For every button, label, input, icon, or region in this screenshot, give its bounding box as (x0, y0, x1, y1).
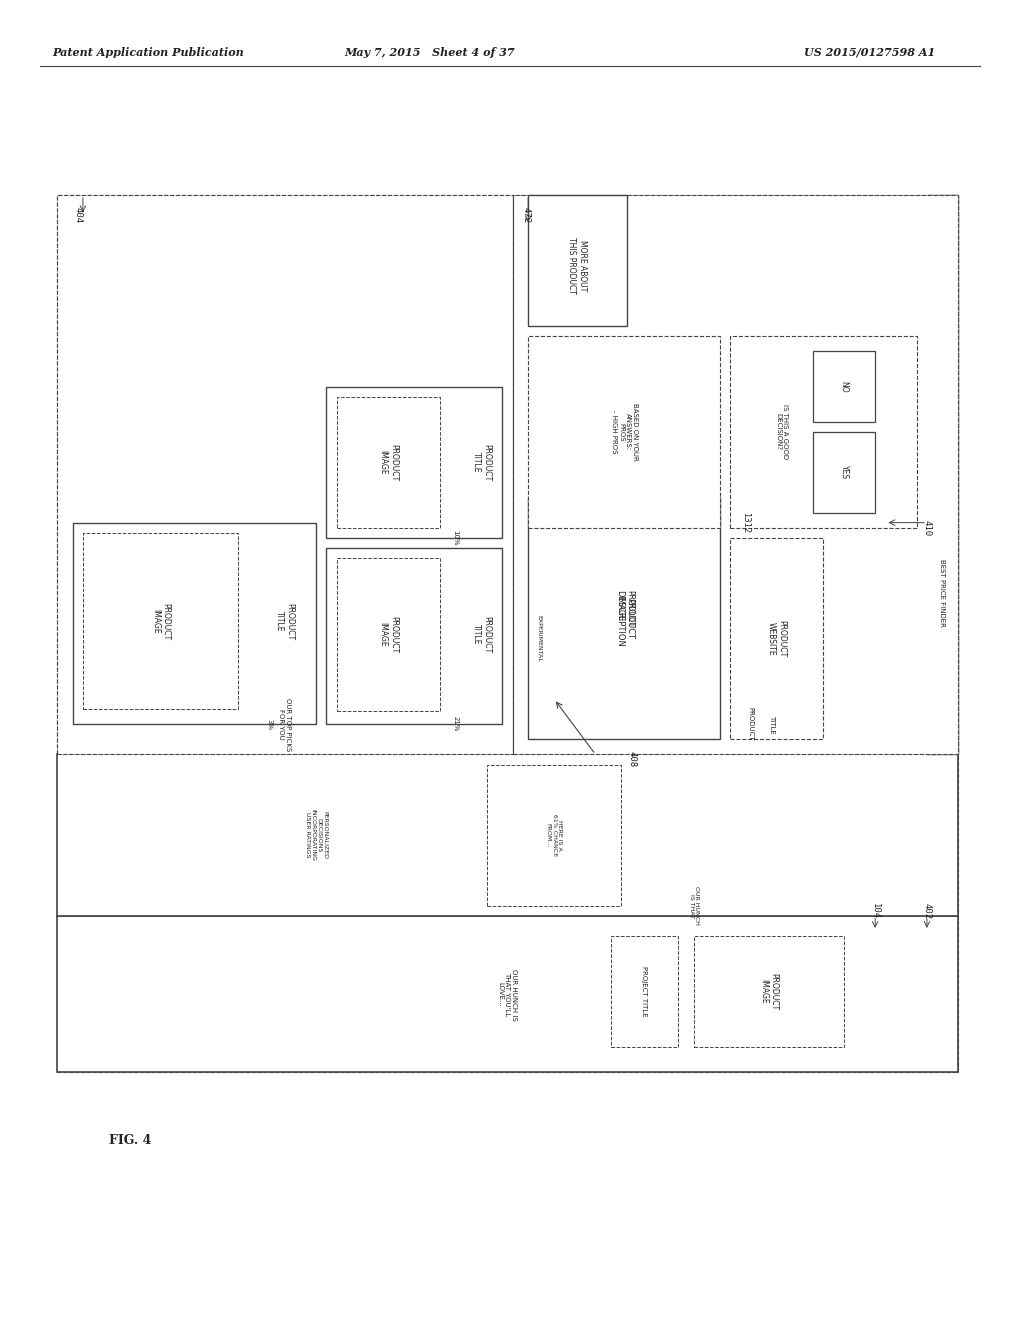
Bar (57, 195, 513, 755)
Text: 10%: 10% (452, 529, 459, 545)
Text: NO: NO (839, 380, 848, 392)
Text: 410: 410 (921, 520, 930, 536)
Bar (326, 548, 501, 725)
Text: OUR HUNCH IS
THAT YOU'LL
LOVE...: OUR HUNCH IS THAT YOU'LL LOVE... (497, 969, 517, 1020)
Text: PRODUCT
WEBSITE: PRODUCT WEBSITE (766, 620, 786, 657)
Text: PRODUCT
TITLE: PRODUCT TITLE (472, 444, 491, 480)
Bar (57, 916, 957, 1072)
Text: BEST PRICE FINDER: BEST PRICE FINDER (938, 560, 945, 627)
Text: PRODUCT
DESCRIPTION: PRODUCT DESCRIPTION (614, 590, 634, 647)
Bar (57, 195, 957, 1072)
Bar (528, 337, 719, 528)
Bar (693, 936, 844, 1047)
Text: PRODUCT
IMAGE: PRODUCT IMAGE (151, 603, 170, 640)
Text: 21%: 21% (452, 717, 459, 733)
Text: HERE IS A
61% CHANCE
FROM...: HERE IS A 61% CHANCE FROM... (545, 814, 561, 857)
Text: Patent Application Publication: Patent Application Publication (52, 46, 244, 58)
Bar (812, 432, 874, 512)
Bar (730, 337, 916, 528)
Bar (523, 226, 957, 755)
Text: EXPERIMENTAL: EXPERIMENTAL (536, 615, 540, 661)
Bar (336, 396, 440, 528)
Text: 472: 472 (521, 207, 530, 223)
Bar (812, 351, 874, 422)
Bar (538, 478, 730, 739)
Text: IS THIS A GOOD
DECISION?: IS THIS A GOOD DECISION? (774, 404, 788, 459)
Bar (730, 537, 822, 739)
Bar (513, 195, 957, 755)
Text: 104: 104 (870, 903, 878, 919)
Text: 408: 408 (627, 751, 636, 767)
Bar (326, 387, 501, 537)
Text: PRODUCT
IMAGE: PRODUCT IMAGE (378, 444, 397, 480)
Text: BASED ON YOUR
ANSWERS:
PROS
- HIGH PROS: BASED ON YOUR ANSWERS: PROS - HIGH PROS (610, 403, 638, 461)
Text: PERSONALIZED
DECISIONS
INCORPORATING
USER RATINGS: PERSONALIZED DECISIONS INCORPORATING USE… (305, 809, 327, 861)
Text: FIG. 4: FIG. 4 (109, 1134, 151, 1147)
Text: OUR HUNCH
IS THAT: OUR HUNCH IS THAT (688, 886, 699, 925)
Bar (336, 558, 440, 711)
Text: PROJECT TITLE: PROJECT TITLE (641, 966, 647, 1016)
Text: 3%: 3% (266, 718, 272, 730)
Bar (528, 498, 719, 739)
Text: PRODUCT
IMAGE: PRODUCT IMAGE (614, 590, 634, 627)
Bar (486, 764, 621, 906)
Text: 404: 404 (73, 207, 83, 223)
Text: TITLE: TITLE (768, 715, 773, 734)
Text: 1312: 1312 (741, 512, 749, 533)
Bar (72, 523, 316, 725)
Bar (528, 195, 626, 326)
Text: PRODUCT
TITLE: PRODUCT TITLE (275, 603, 294, 640)
Text: 402: 402 (921, 903, 930, 919)
Bar (57, 755, 957, 916)
Bar (83, 533, 238, 709)
Text: YES: YES (839, 465, 848, 479)
Text: PRODUCT
IMAGE: PRODUCT IMAGE (758, 973, 777, 1010)
Text: OUR TOP PICKS
FOR YOU: OUR TOP PICKS FOR YOU (278, 697, 291, 751)
Bar (926, 195, 957, 755)
Bar (548, 487, 698, 729)
Text: PRODUCT
TITLE: PRODUCT TITLE (472, 616, 491, 653)
Bar (610, 936, 678, 1047)
Text: MORE ABOUT
THIS PRODUCT: MORE ABOUT THIS PRODUCT (567, 238, 586, 294)
Text: PRODUCT
IMAGE: PRODUCT IMAGE (378, 616, 397, 653)
Text: PRODUCT: PRODUCT (747, 708, 753, 741)
Text: May 7, 2015   Sheet 4 of 37: May 7, 2015 Sheet 4 of 37 (344, 46, 515, 58)
Text: US 2015/0127598 A1: US 2015/0127598 A1 (804, 46, 934, 58)
